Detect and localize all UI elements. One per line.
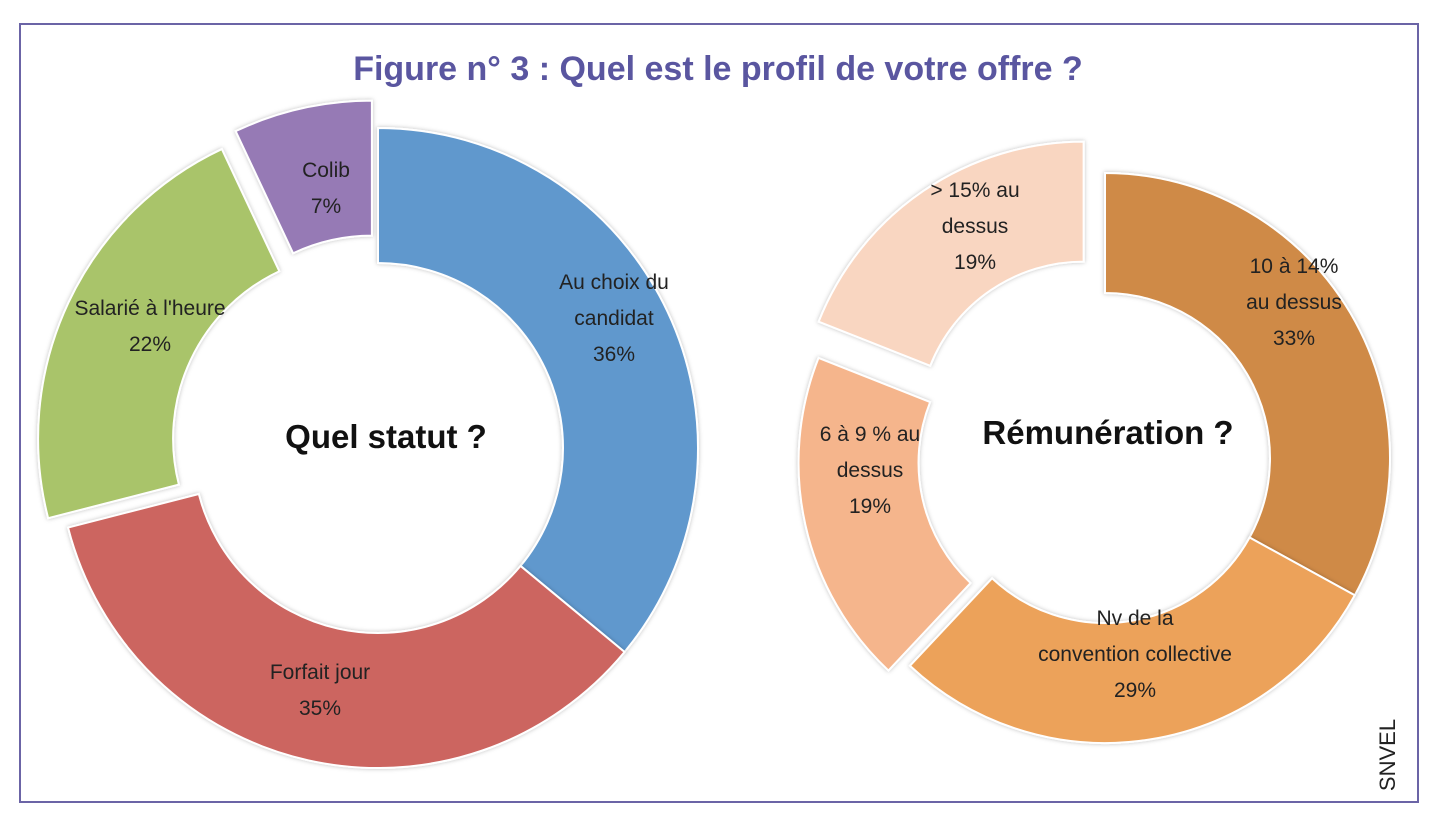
figure-title: Figure n° 3 : Quel est le profil de votr… [353,50,1083,88]
slice-2-1 [1104,171,1391,597]
slice-label-1-1: Au choix du candidat 36% [559,271,669,366]
center-label-1: Quel statut ? [285,418,487,455]
source-label: SNVEL [1375,718,1400,792]
slice-1-1 [377,126,699,654]
slice-1-4 [234,99,373,255]
figure-frame [19,23,1419,803]
slice-1-2 [66,492,626,769]
donut-chart-2: 10 à 14% au dessus 33% Nv de la convention c… [797,140,1391,744]
slice-label-2-2: Nv de la convention collective 29% [1038,607,1232,702]
donut-chart-1: Au choix du candidat 36% Forfait jour 35% Sal… [37,99,699,769]
slice-label-1-2: Forfait jour 35% [270,661,370,720]
slice-label-2-4: > 15% au dessus 19% [930,179,1019,274]
slice-1-3 [37,147,281,520]
slice-label-1-4: Colib 7% [302,159,350,218]
center-label-2: Rémunération ? [982,414,1233,451]
slice-2-3 [797,356,972,672]
slice-label-2-3: 6 à 9 % au dessus 19% [820,423,920,518]
slice-label-2-1: 10 à 14% au dessus 33% [1246,255,1342,350]
slice-2-2 [908,536,1357,744]
slice-2-4 [817,140,1085,368]
slice-label-1-3: Salarié à l'heure 22% [74,297,225,356]
